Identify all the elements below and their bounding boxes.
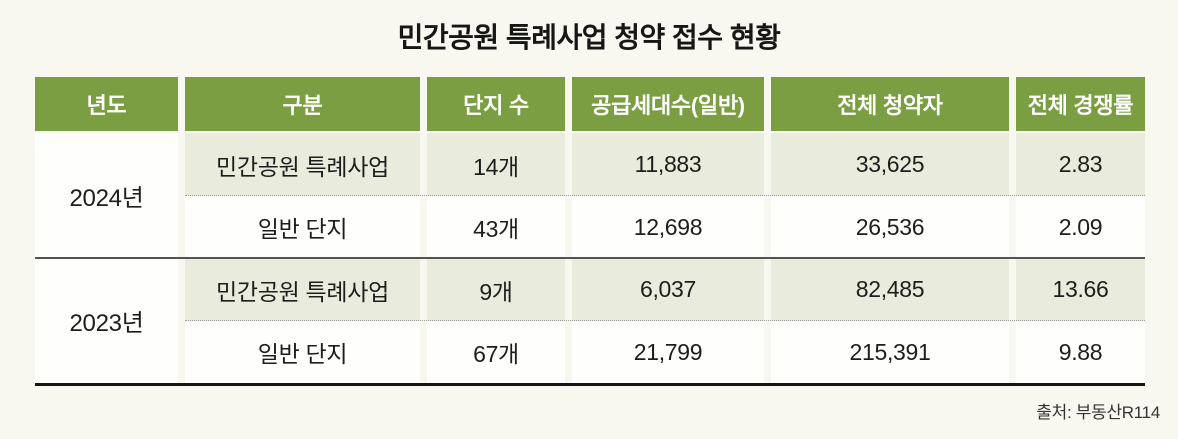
cell-total-subscribers: 33,625 <box>771 133 1009 196</box>
col-header-category: 구분 <box>185 77 420 133</box>
cell-total-subscribers: 26,536 <box>771 196 1009 258</box>
page-title: 민간공원 특례사업 청약 접수 현황 <box>397 22 781 53</box>
col-header-competition-ratio: 전체 경쟁률 <box>1016 77 1145 133</box>
col-header-complex-count: 단지 수 <box>427 77 565 133</box>
row-separator-dotted <box>185 320 1145 321</box>
cell-competition-ratio: 9.88 <box>1016 321 1145 383</box>
cell-year-2023: 2023년 <box>35 258 178 383</box>
cell-complex-count: 67개 <box>427 321 565 383</box>
cell-supply-units: 12,698 <box>572 196 764 258</box>
data-table: 년도 구분 단지 수 공급세대수(일반) 전체 청약자 전체 경쟁률 2024년… <box>35 77 1145 386</box>
row-separator-dotted <box>185 195 1145 196</box>
col-header-supply-units: 공급세대수(일반) <box>572 77 764 133</box>
group-separator-solid <box>35 257 1145 259</box>
cell-total-subscribers: 215,391 <box>771 321 1009 383</box>
cell-complex-count: 14개 <box>427 133 565 196</box>
cell-category: 일반 단지 <box>185 196 420 258</box>
cell-complex-count: 43개 <box>427 196 565 258</box>
source-credit: 출처: 부동산R114 <box>1036 403 1160 422</box>
cell-competition-ratio: 2.83 <box>1016 133 1145 196</box>
cell-category: 민간공원 특례사업 <box>185 258 420 321</box>
col-header-total-subscribers: 전체 청약자 <box>771 77 1009 133</box>
col-header-year: 년도 <box>35 77 178 133</box>
cell-supply-units: 11,883 <box>572 133 764 196</box>
cell-complex-count: 9개 <box>427 258 565 321</box>
cell-competition-ratio: 2.09 <box>1016 196 1145 258</box>
table-grid: 년도 구분 단지 수 공급세대수(일반) 전체 청약자 전체 경쟁률 2024년… <box>35 77 1145 383</box>
cell-category: 일반 단지 <box>185 321 420 383</box>
cell-competition-ratio: 13.66 <box>1016 258 1145 321</box>
cell-year-2024: 2024년 <box>35 133 178 258</box>
cell-supply-units: 6,037 <box>572 258 764 321</box>
cell-supply-units: 21,799 <box>572 321 764 383</box>
cell-category: 민간공원 특례사업 <box>185 133 420 196</box>
cell-total-subscribers: 82,485 <box>771 258 1009 321</box>
